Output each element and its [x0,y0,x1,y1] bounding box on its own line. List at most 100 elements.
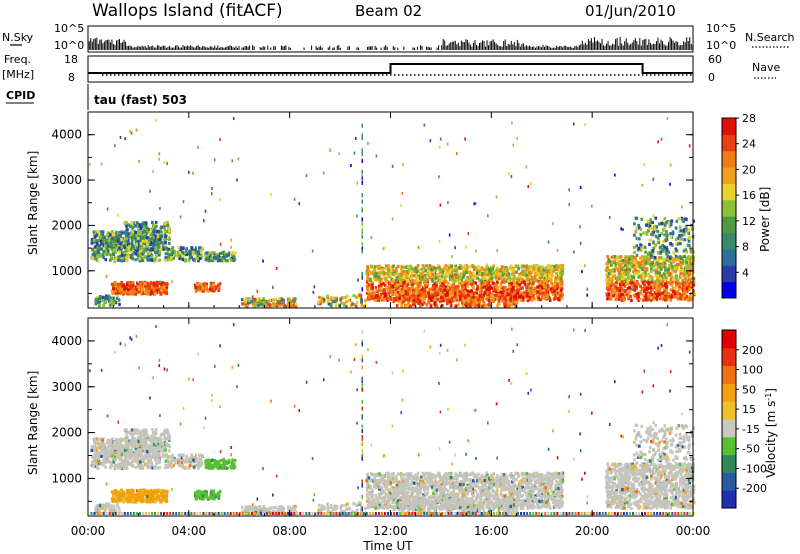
power-point [415,278,419,282]
power-point [526,273,530,277]
power-point [470,293,473,297]
power-point [530,298,534,302]
power-point [415,287,419,292]
power-point [418,276,421,280]
power-point [423,274,427,278]
power-point [154,286,157,290]
power-point [439,276,442,281]
power-point [638,297,642,301]
power-point [164,230,168,234]
power-point [683,272,686,277]
power-point [446,286,450,290]
power-point [147,290,151,294]
power-point [517,295,521,299]
power-point [681,275,685,279]
power-point [462,298,466,302]
power-point [109,247,112,251]
power-point [368,292,371,296]
power-point [479,267,483,272]
power-point [130,236,133,240]
power-point [651,295,655,299]
power-point [690,271,694,275]
power-point [162,287,166,292]
power-point [95,249,98,253]
power-point [416,276,419,280]
power-point [439,288,442,292]
power-point [388,295,392,299]
power-point [156,240,160,244]
power-point [616,296,619,300]
power-point [653,285,657,290]
power-point [656,271,660,275]
power-point [367,277,371,281]
power-point [157,230,161,234]
power-point [166,250,170,254]
power-point [106,231,110,235]
power-point [120,240,124,244]
power-point [428,266,431,270]
power-point [458,266,461,270]
power-point [113,290,116,294]
power-point [654,234,658,238]
power-point [124,289,128,293]
power-point [477,265,480,269]
power-point [554,276,558,280]
power-point [518,291,521,295]
power-point [541,291,544,295]
power-point [660,278,663,282]
power-point [425,285,428,289]
power-point [150,227,154,231]
power-point [658,296,662,301]
power-point [553,296,557,300]
power-point [677,258,681,262]
power-point [605,293,609,297]
power-point [619,293,623,297]
power-point [486,272,490,277]
power-point [667,292,670,296]
power-point [637,298,640,302]
power-point [469,300,473,304]
power-point [463,296,467,300]
power-point [201,286,205,290]
power-point [127,282,131,286]
power-point [608,259,612,264]
power-point [209,255,212,259]
power-point [495,268,498,272]
power-point [474,298,478,302]
power-point [653,256,657,260]
power-point [251,301,255,305]
power-point [419,271,422,276]
power-point [195,283,199,287]
power-point [403,275,406,280]
power-point [132,251,136,255]
power-point [436,297,439,301]
power-point [677,216,681,221]
power-point [135,221,139,225]
power-point [504,298,508,302]
power-point [422,285,425,289]
power-point [542,291,546,295]
nave-tick-top: 60 [708,53,722,66]
power-point [376,294,379,298]
power-point [407,291,411,295]
power-point [481,295,485,299]
power-point [370,291,374,295]
power-point [334,296,338,300]
power-point [551,284,554,289]
power-point [500,265,504,269]
power-point [396,280,400,284]
power-point [489,268,493,272]
power-point [498,272,502,276]
power-point [650,269,653,274]
power-point [232,255,236,259]
power-point [535,293,539,298]
power-point [668,224,672,228]
power-point [93,245,97,249]
power-point [482,267,485,272]
power-point [692,219,696,223]
power-point [372,292,376,296]
power-point [653,291,657,295]
power-point [154,225,157,229]
power-point [400,303,404,307]
power-point [668,295,671,299]
